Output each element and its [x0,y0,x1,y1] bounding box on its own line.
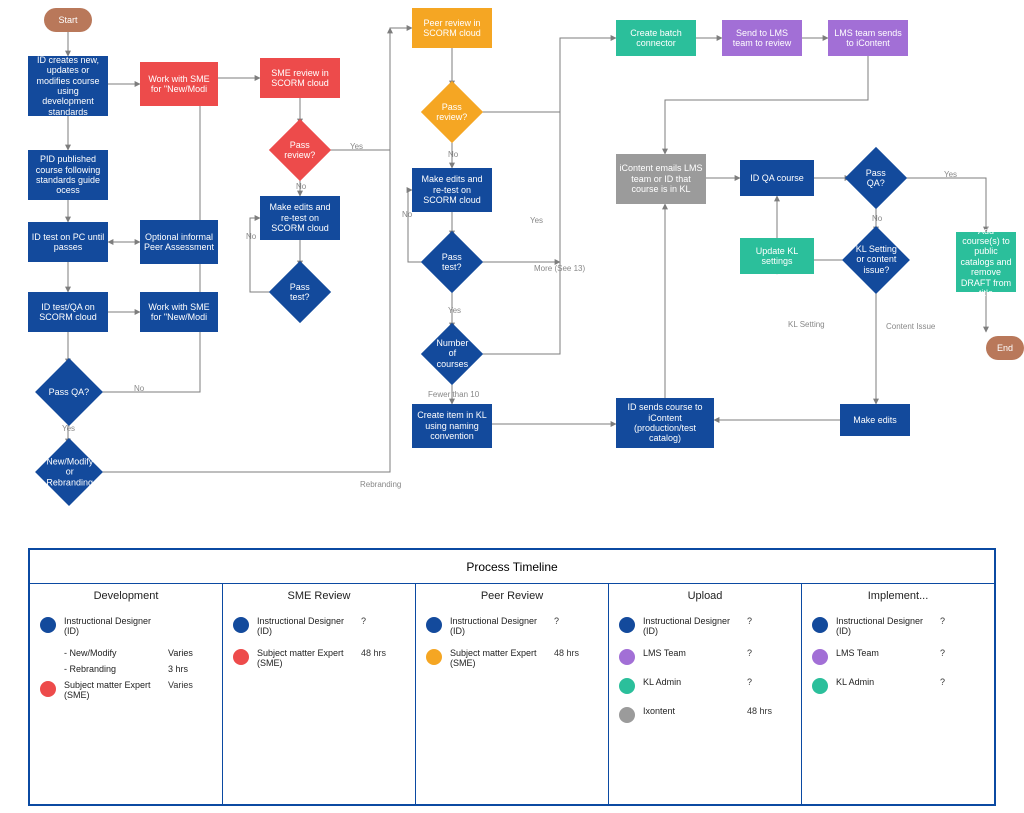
node-newmod: New/Modify or Rebranding [35,438,103,506]
timeline-col-0: DevelopmentInstructional Designer (ID)- … [30,584,223,806]
node-batch: Create batch connector [616,20,696,56]
edgelabel-pqno: No [872,214,882,223]
timeline-col-header: Development [40,590,212,602]
timeline-row: Subject matter Expert (SME)48 hrs [426,648,598,668]
timeline-col-header: Upload [619,590,791,602]
legend-dot-icon [619,707,635,723]
legend-dot-icon [619,617,635,633]
legend-dot-icon [812,678,828,694]
legend-dot-icon [812,617,828,633]
edgelabel-smeyes: Yes [350,142,363,151]
legend-dot-icon [426,649,442,665]
node-wsme1: Work with SME for "New/Modi [140,62,218,106]
timeline-row: KL Admin? [619,677,791,694]
timeline-col-4: Implement... Instructional Designer (ID)?… [802,584,994,806]
legend-dot-icon [40,681,56,697]
edgelabel-no1: No [134,384,144,393]
node-passqa1: Pass QA? [35,358,103,426]
legend-dot-icon [812,649,828,665]
legend-dot-icon [619,678,635,694]
timeline-row: Instructional Designer (ID)? [812,616,984,636]
node-id_mod: ID creates new, updates or modifies cour… [28,56,108,116]
edgelabel-rebr: Rebranding [360,480,401,489]
node-peeropt: Optional informal Peer Assessment [140,220,218,264]
timeline-title: Process Timeline [30,550,994,584]
timeline-row: LMS Team? [619,648,791,665]
node-idqa1: ID test/QA on SCORM cloud [28,292,108,332]
timeline-col-header: Peer Review [426,590,598,602]
timeline-col-header: SME Review [233,590,405,602]
timeline-row: Instructional Designer (ID)? [233,616,405,636]
node-pid: PID published course following standards… [28,150,108,200]
node-klorcon: KL Setting or content issue? [842,226,910,294]
node-edit2: Make edits and re-test on SCORM cloud [412,168,492,212]
node-mkedits: Make edits [840,404,910,436]
edgelabel-pt2no: No [402,210,412,219]
edgelabel-yes1: Yes [62,424,75,433]
legend-dot-icon [233,649,249,665]
edgelabel-pt2yes: Yes [448,306,461,315]
edgelabel-content: Content Issue [886,322,935,331]
node-idqac: ID QA course [740,160,814,196]
node-sendlms: Send to LMS team to review [722,20,802,56]
node-ptest1: Pass test? [269,261,331,323]
legend-dot-icon [426,617,442,633]
node-passrev: Pass review? [269,119,331,181]
edgelabel-pryes: Yes [530,216,543,225]
timeline-row: LMS Team? [812,648,984,665]
legend-dot-icon [619,649,635,665]
timeline-col-header: Implement... [812,590,984,602]
timeline-row: Instructional Designer (ID)? [619,616,791,636]
node-ptest2: Pass test? [421,231,483,293]
timeline-row: Subject matter Expert (SME)Varies [40,680,212,700]
edgelabel-klset: KL Setting [788,320,825,329]
node-idsend: ID sends course to iContent (production/… [616,398,714,448]
edgelabel-more: More (See 13) [534,264,585,273]
node-addcat: Add course(s) to public catalogs and rem… [956,232,1016,292]
node-passqa2: Pass QA? [845,147,907,209]
node-smerev: SME review in SCORM cloud [260,58,340,98]
node-createkl: Create item in KL using naming conventio… [412,404,492,448]
timeline-row: Subject matter Expert (SME)48 hrs [233,648,405,668]
node-numc: Number of courses [421,323,483,385]
timeline-columns: DevelopmentInstructional Designer (ID)- … [30,584,994,806]
node-icemail: iContent emails LMS team or ID that cour… [616,154,706,204]
node-start: Start [44,8,92,32]
node-wsme2: Work with SME for "New/Modi [140,292,218,332]
edge-23 [474,112,560,354]
node-passrev2: Pass review? [421,81,483,143]
node-idpc: ID test on PC until passes [28,222,108,262]
legend-dot-icon [40,617,56,633]
edgelabel-pt1no: No [246,232,256,241]
edgelabel-smeno: No [296,182,306,191]
edgelabel-prno: No [448,150,458,159]
timeline-row: KL Admin? [812,677,984,694]
node-edit1: Make edits and re-test on SCORM cloud [260,196,340,240]
node-lmssend: LMS team sends to iContent [828,20,908,56]
edge-30 [665,56,868,154]
timeline-row: Ixontent48 hrs [619,706,791,723]
timeline-row: Instructional Designer (ID) [40,616,212,636]
node-peerrev: Peer review in SCORM cloud [412,8,492,48]
timeline-panel: Process Timeline Development Instructiona… [28,548,996,806]
node-updkl: Update KL settings [740,238,814,274]
timeline-row: Instructional Designer (ID)? [426,616,598,636]
timeline-col-3: Upload Instructional Designer (ID)? LMS Te… [609,584,802,806]
node-end: End [986,336,1024,360]
edgelabel-pqyes: Yes [944,170,957,179]
edge-33 [902,178,986,232]
timeline-col-1: SME Review Instructional Designer (ID)? Su… [223,584,416,806]
edgelabel-fewer: Fewer than 10 [428,390,479,399]
legend-dot-icon [233,617,249,633]
timeline-col-2: Peer Review Instructional Designer (ID)? S… [416,584,609,806]
edge-25 [560,38,616,262]
